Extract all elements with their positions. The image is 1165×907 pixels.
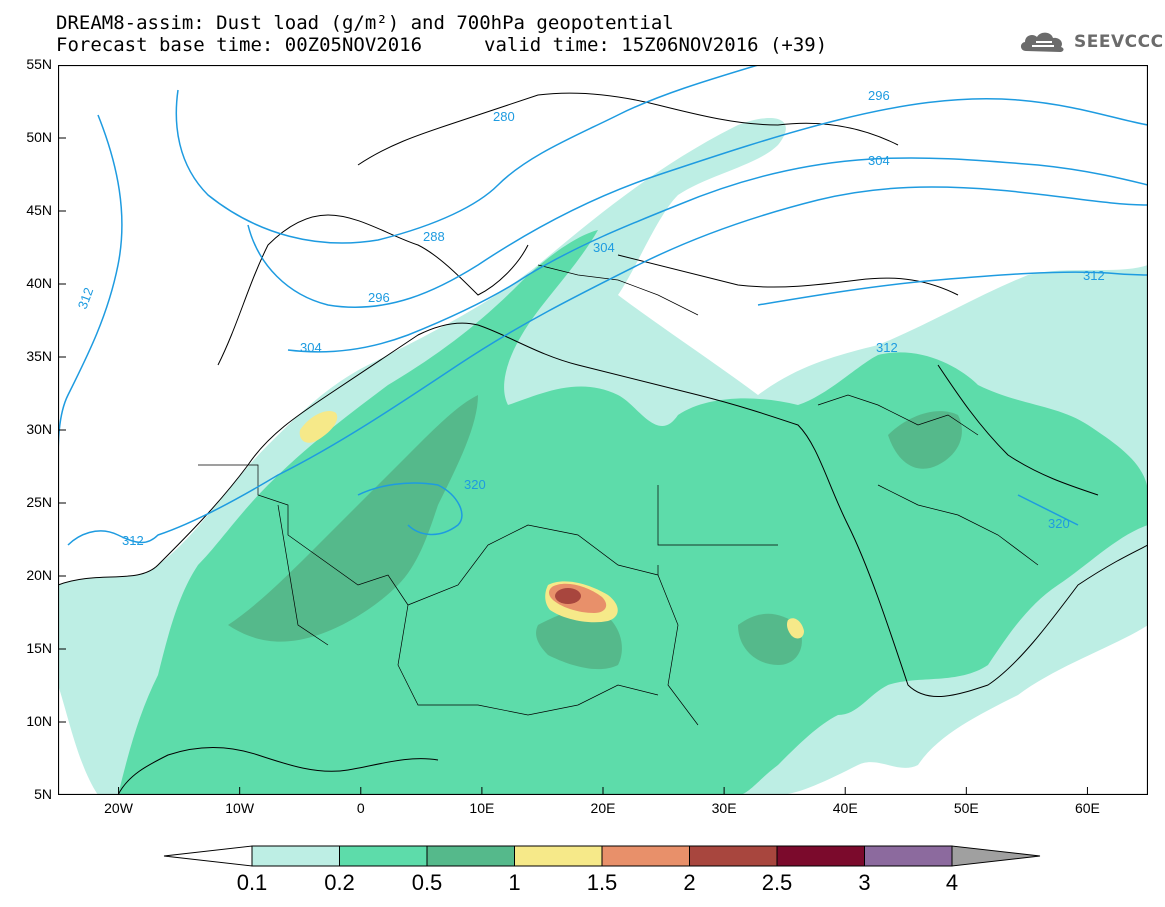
colorbar-box [514,845,603,867]
latitude-label: 25N [26,494,52,510]
map-frame [58,65,1148,795]
contour-label: 320 [464,477,486,492]
latitude-label: 20N [26,567,52,583]
map-title: DREAM8-assim: Dust load (g/m²) and 700hP… [56,12,674,34]
colorbar-label: 0.2 [324,870,355,895]
coastlines [58,92,1148,795]
longitude-label: 10W [225,800,255,816]
latitude-label: 30N [26,421,52,437]
cloud-icon [1020,32,1064,52]
contour-label: 296 [868,88,890,103]
longitude-label: 60E [1074,800,1100,816]
dust-load-map: 280 288 296 304 304 296 304 312 312 312 … [58,65,1148,795]
longitude-label: 30E [711,800,737,816]
colorbar-box [689,845,778,867]
latitude-label: 40N [26,275,52,291]
latitude-label: 50N [26,129,52,145]
colorbar-box [251,845,340,867]
colorbar-box [601,845,690,867]
latitude-label: 55N [26,56,52,72]
longitude-label: 20E [590,800,616,816]
longitude-label: 50E [953,800,979,816]
longitude-label: 20W [104,800,133,816]
colorbar-label: 2 [683,870,696,895]
latitude-label: 10N [26,713,52,729]
geopotential-contours [58,65,1148,546]
latitude-label: 15N [26,640,52,656]
contour-label: 312 [122,533,144,548]
contour-labels: 280 288 296 304 304 296 304 312 312 312 … [75,88,1105,548]
valid-time: valid time: 15Z06NOV2016 (+39) [484,34,828,56]
contour-label: 312 [876,340,898,355]
latitude-label: 5N [34,786,52,802]
country-borders [198,264,1039,726]
colorbar-label: 1.5 [586,870,618,895]
contour-label: 312 [75,286,97,312]
forecast-base-time: Forecast base time: 00Z05NOV2016 [56,34,423,56]
logo-text: SEEVCCC [1074,32,1164,52]
contour-label: 280 [493,109,515,124]
dust-shading-2-2.5 [555,588,581,604]
latitude-label: 45N [26,202,52,218]
forecast-times: Forecast base time: 00Z05NOV2016 valid ti… [56,34,827,56]
axis-ticks [58,65,1088,795]
colorbar-label: 0.5 [411,870,443,895]
contour-label: 304 [300,340,322,355]
colorbar-box [339,845,428,867]
seevccc-logo: SEEVCCC [1018,28,1164,56]
colorbar-label: 0.1 [236,870,268,895]
longitude-label: 40E [832,800,858,816]
latitude-label: 35N [26,348,52,364]
colorbar-below-arrow [163,845,253,867]
colorbar-label: 1 [508,870,521,895]
longitude-label: 10E [469,800,495,816]
dust-shading-0.2-0.5 [118,230,1148,795]
contour-label: 304 [593,240,615,255]
colorbar-label: 4 [945,870,959,895]
colorbar-above-arrow [951,845,1041,867]
colorbar-box [426,845,515,867]
colorbar [163,845,1041,867]
colorbar-label: 3 [858,870,871,895]
contour-label: 288 [423,229,445,244]
contour-label: 312 [1083,268,1105,283]
colorbar-box [776,845,865,867]
colorbar-label: 2.5 [761,870,793,895]
contour-label: 320 [1048,516,1070,531]
colorbar-box [864,845,953,867]
contour-label: 304 [868,153,890,168]
contour-label: 296 [368,290,390,305]
longitude-label: 0 [356,800,365,816]
